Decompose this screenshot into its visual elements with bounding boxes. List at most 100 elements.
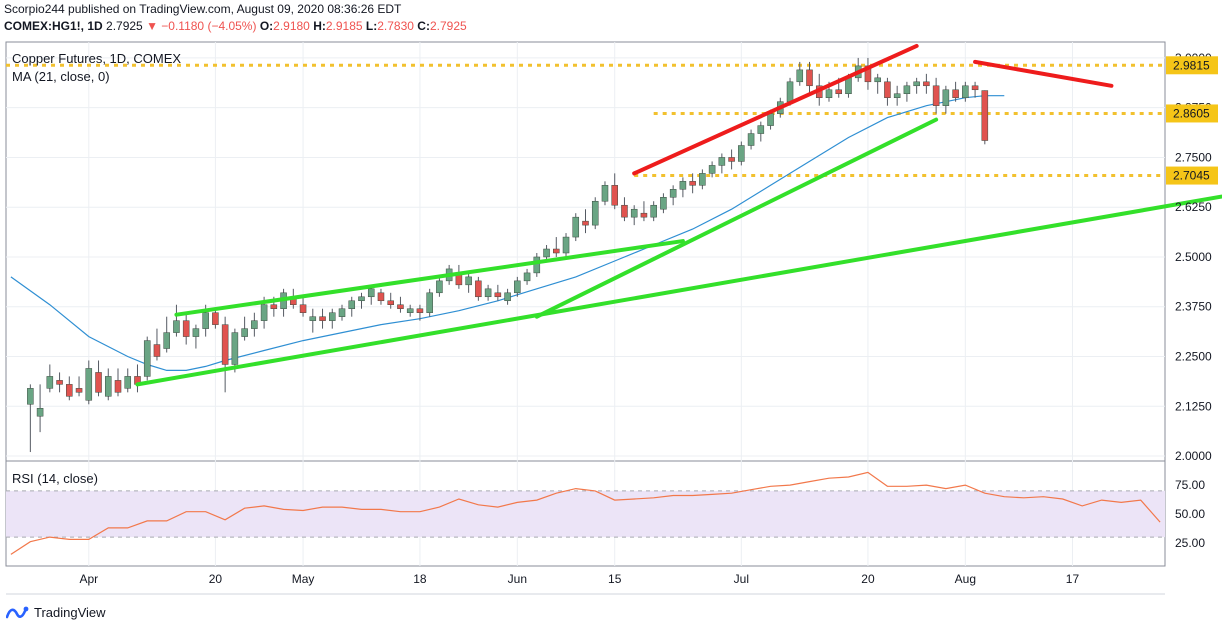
trendline-red (973, 59, 1114, 88)
candle-down (182, 320, 190, 337)
time-tick-label: Jun (508, 572, 527, 586)
candle-down (971, 85, 979, 91)
price-tag-label: 2.8605 (1173, 106, 1210, 120)
high-value: 2.9185 (325, 19, 363, 33)
candle-up (367, 288, 375, 298)
brand-text: TradingView (34, 604, 106, 620)
price-axis: 2.0000 2.1250 2.2500 2.3750 2.5000 2.6250 2.75… (1166, 51, 1218, 463)
price-tick-label: 2.2500 (1175, 349, 1212, 363)
time-axis: Apr 20 May 18 Jun 15 Jul 20 Aug 17 (79, 572, 1079, 586)
time-tick-label: Apr (79, 572, 98, 586)
candle-up (757, 125, 765, 134)
low-label: L: (365, 19, 378, 33)
candle-up (192, 328, 200, 337)
candle-up (591, 200, 599, 226)
candle-up (679, 181, 687, 190)
chart-area[interactable]: 2.0000 2.1250 2.2500 2.3750 2.5000 2.6250 2.75… (0, 0, 1222, 600)
symbol[interactable]: COMEX:HG1!, 1D (4, 19, 103, 33)
trendline-green (534, 117, 939, 319)
price-tag-box (1166, 56, 1218, 75)
candle-up (309, 316, 317, 321)
candle-up (46, 376, 54, 389)
candle-up (825, 89, 833, 98)
candle-up (484, 288, 492, 298)
price-tick-label: 2.1250 (1175, 399, 1212, 413)
price-tick-label: 2.5000 (1175, 250, 1212, 264)
price-tick-label: 2.6250 (1175, 200, 1212, 214)
candle-down (397, 304, 404, 309)
candle-up (660, 197, 667, 210)
time-tick-label: 15 (608, 572, 622, 586)
candle-up (27, 388, 34, 405)
candle-down (114, 380, 122, 393)
candle-up (630, 208, 638, 218)
candle-down (66, 384, 73, 397)
candle-up (562, 236, 570, 254)
candle-down (319, 316, 326, 321)
tradingview-logo-icon (6, 606, 29, 619)
candle-up (348, 300, 356, 309)
quote-line: COMEX:HG1!, 1D 2.7925 ▼ −0.1180 (−4.05%)… (4, 19, 467, 33)
trendline-green (174, 239, 685, 317)
time-tick-label: 20 (209, 572, 223, 586)
candle-up (504, 292, 511, 302)
candle-up (942, 89, 950, 106)
rsi-tick-label: 75.00 (1175, 478, 1205, 492)
rsi-tick-label: 50.00 (1175, 507, 1205, 521)
candle-down (640, 212, 648, 218)
candle-up (329, 312, 336, 321)
price-change: ▼ −0.1180 (−4.05%) (146, 19, 257, 33)
candle-up (426, 292, 433, 313)
candle-down (806, 69, 813, 87)
chart-svg[interactable]: 2.0000 2.1250 2.2500 2.3750 2.5000 2.6250 2.75… (0, 0, 1222, 600)
candle-down (299, 304, 307, 313)
candle-up (786, 81, 794, 102)
candle-up (903, 85, 911, 95)
candle-up (406, 308, 414, 313)
candle-down (75, 388, 83, 393)
candle-down (377, 292, 385, 302)
close-value: 2.7925 (429, 19, 467, 33)
time-tick-label: 18 (413, 572, 427, 586)
candle-up (465, 276, 472, 286)
candle-down (611, 185, 618, 206)
candle-up (874, 77, 881, 83)
tradingview-brand[interactable]: TradingView (6, 604, 106, 620)
chart-frame (5, 41, 1166, 595)
candle-up (650, 204, 657, 218)
time-tick-label: May (292, 572, 315, 586)
candle-up (962, 85, 969, 98)
candle-down (582, 220, 589, 226)
candle-down (212, 312, 219, 325)
close-label: C: (417, 19, 430, 33)
candle-down (494, 292, 502, 298)
candle-up (738, 145, 745, 162)
candle-down (416, 308, 424, 313)
grid-lines (6, 42, 1165, 566)
candle-up (533, 256, 541, 274)
candle-up (699, 173, 706, 186)
candle-up (601, 185, 609, 202)
rsi-tick-label: 25.00 (1175, 536, 1205, 550)
rsi-pane-title: RSI (14, close) (12, 471, 98, 486)
trendline-green (135, 194, 1222, 387)
rsi-pane: 75.00 50.00 25.00 (6, 471, 1205, 555)
price-tick-label: 2.3750 (1175, 300, 1212, 314)
ma-21-line (10, 95, 1005, 371)
candle-down (728, 157, 735, 162)
candle-up (514, 280, 521, 294)
candle-down (270, 304, 278, 309)
candle-up (241, 328, 248, 337)
candle-up (436, 280, 443, 294)
candle-down (835, 89, 842, 95)
time-tick-label: 20 (861, 572, 875, 586)
candle-up (543, 248, 550, 258)
candle-up (747, 133, 755, 146)
time-tick-label: 17 (1066, 572, 1080, 586)
ma-legend: MA (21, close, 0) (12, 69, 110, 84)
price-tick-label: 2.7500 (1175, 150, 1212, 164)
candle-up (893, 93, 901, 98)
main-pane-title: Copper Futures, 1D, COMEX (12, 51, 181, 66)
trendlines (135, 43, 1222, 387)
chart-border (5, 41, 1166, 567)
